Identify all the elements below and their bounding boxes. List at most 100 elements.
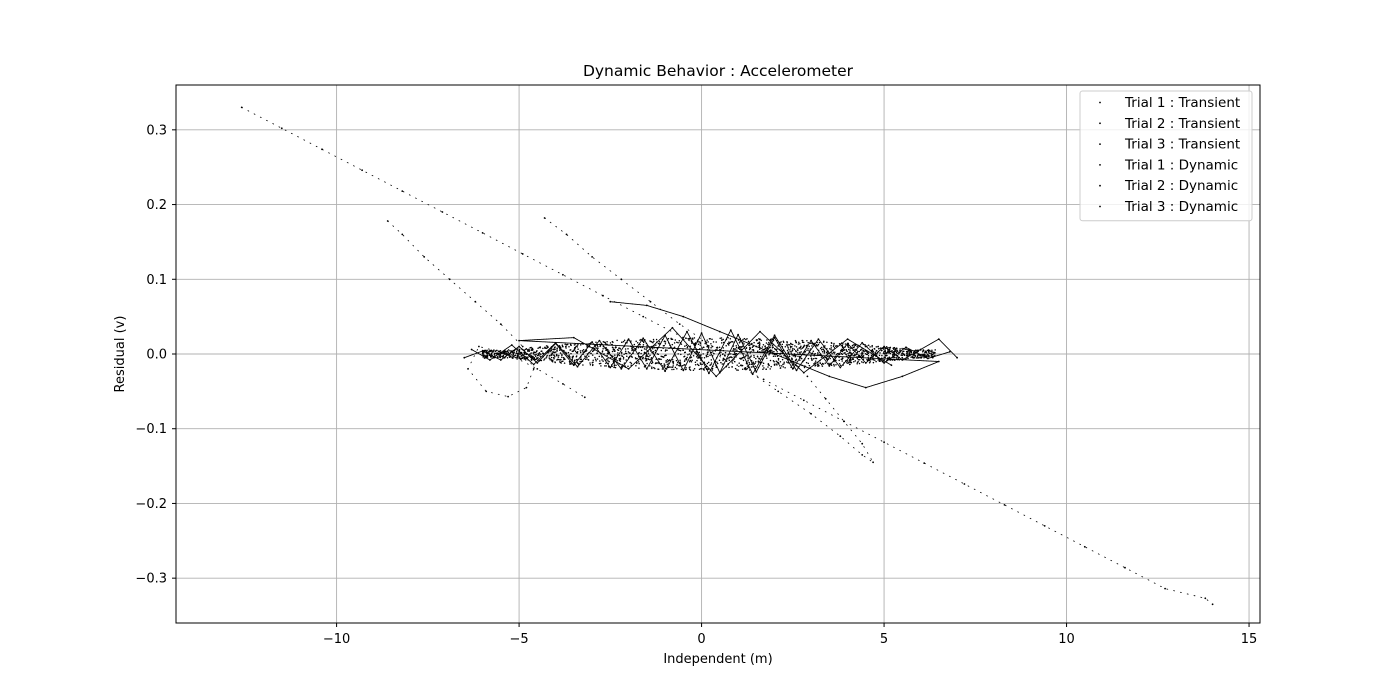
data-point [696,363,699,365]
data-point [905,354,908,356]
data-point [321,148,323,151]
data-point [779,360,782,363]
data-point [761,358,764,360]
data-point [853,343,855,346]
data-point [847,356,849,359]
data-point [635,348,637,350]
data-point [673,368,675,371]
data-point [616,359,618,362]
x-tick-label: 10 [1058,632,1075,647]
data-point [906,352,908,355]
data-point [923,357,925,359]
data-point [540,350,542,353]
data-point [569,356,571,358]
data-point [853,360,855,363]
data-point [846,350,848,353]
data-point [768,364,770,366]
data-point [664,364,666,366]
data-point [627,368,630,370]
data-point [616,354,619,356]
data-point [700,363,702,366]
data-point [729,329,732,331]
data-point [826,347,828,350]
data-point [761,346,764,348]
data-point [651,360,654,362]
data-point [871,356,873,358]
data-point [486,349,488,352]
data-point [820,348,823,351]
data-point [795,359,797,362]
data-point [573,344,576,346]
data-point [605,365,607,367]
data-point [728,366,730,369]
data-point [823,346,825,348]
data-point [510,354,512,356]
data-point [494,354,496,357]
data-point [758,346,761,348]
data-point [650,358,652,360]
data-point [789,349,791,351]
data-point [688,337,691,340]
data-point [776,348,778,350]
data-point [499,323,502,325]
legend-label: Trial 2 : Dynamic [1124,178,1238,194]
data-point [877,357,879,359]
data-point [659,343,662,345]
data-point [510,355,512,358]
data-point [610,364,613,366]
data-point [700,354,702,356]
data-point [864,362,867,364]
data-point [759,361,762,364]
data-point [544,347,547,349]
data-point [800,348,802,350]
data-point [736,364,738,366]
data-point [811,345,813,347]
data-point [612,348,615,351]
data-point [814,365,816,367]
data-point [664,341,667,343]
data-point [567,351,570,354]
data-point [735,353,738,355]
data-point [706,339,708,341]
data-point [732,353,734,356]
data-point [711,355,714,357]
data-point [749,352,751,354]
data-point [768,353,770,356]
data-point [592,350,594,352]
data-point [762,362,765,364]
data-point [894,349,896,352]
data-point [854,348,856,351]
data-point [673,342,676,344]
data-point [586,346,589,348]
data-point [877,350,880,353]
data-point [892,351,895,354]
data-point [766,349,769,351]
data-point [787,348,790,350]
data-point [875,349,878,352]
data-point [859,356,862,358]
data-point [645,359,648,361]
data-point [736,349,738,352]
data-point [698,351,701,354]
data-point [679,361,682,363]
data-point [718,352,721,355]
data-point [792,347,794,350]
data-point [743,352,745,355]
data-point [792,367,795,370]
data-point [841,349,843,352]
data-point [907,357,909,360]
data-point [814,362,816,364]
data-point [516,356,519,359]
data-point [828,356,830,359]
data-point [804,358,806,360]
data-point [899,348,901,350]
data-point [854,343,857,346]
data-point [524,356,527,358]
data-point [550,356,553,359]
data-point [770,365,772,368]
data-point [518,345,520,348]
data-point [594,356,596,359]
data-point [600,343,603,345]
data-point [693,337,696,339]
data-point [606,352,609,355]
